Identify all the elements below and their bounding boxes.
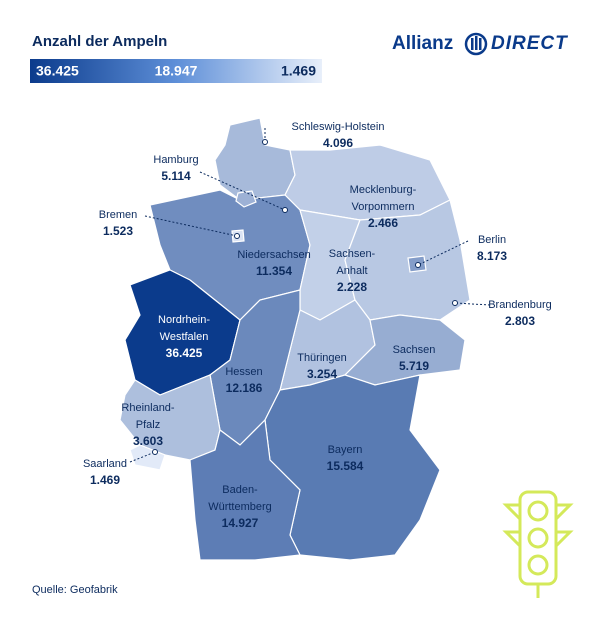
legend-label: 18.947 — [155, 63, 198, 79]
region-name: Hessen — [225, 366, 262, 378]
region-value: 1.523 — [103, 224, 133, 238]
leader-dot — [282, 207, 288, 213]
region — [189, 418, 301, 561]
region-name: Brandenburg — [488, 299, 552, 311]
leader-dot — [262, 139, 268, 145]
region-name: Württemberg — [208, 501, 272, 513]
region-name: Baden- — [222, 484, 258, 496]
region-name: Bayern — [328, 444, 363, 456]
region-name: Nordrhein- — [158, 314, 210, 326]
region-name: Sachsen — [393, 344, 436, 356]
region-name: Pfalz — [136, 419, 160, 431]
region-value: 1.469 — [90, 473, 120, 487]
region-name: Hamburg — [153, 154, 198, 166]
leader-line — [454, 302, 491, 306]
icon-part — [527, 554, 549, 576]
leader-dot — [452, 300, 458, 306]
icon-part — [527, 500, 549, 522]
icon-part — [518, 490, 558, 586]
region-name: Mecklenburg- — [350, 184, 417, 196]
region-name: Bremen — [99, 209, 138, 221]
logo-icon — [479, 38, 482, 50]
region-value: 2.228 — [337, 280, 367, 294]
region-value: 15.584 — [327, 459, 364, 473]
region-value: 2.466 — [368, 216, 398, 230]
region-name: Anhalt — [336, 265, 367, 277]
region-value: 5.114 — [161, 169, 191, 183]
logo-icon — [475, 36, 478, 50]
legend-label: 1.469 — [281, 63, 316, 79]
region-value: 8.173 — [477, 249, 507, 263]
region — [235, 190, 257, 208]
leader-dot — [152, 449, 158, 455]
legend-label: 36.425 — [36, 63, 79, 79]
logo-icon — [464, 32, 488, 56]
title: Anzahl der Ampeln — [32, 33, 167, 50]
leader-dot — [415, 262, 421, 268]
leader-line — [129, 451, 156, 463]
region-name: Niedersachsen — [237, 249, 310, 261]
region-name: Westfalen — [160, 331, 209, 343]
region-name: Thüringen — [297, 352, 347, 364]
logo-icon — [471, 38, 474, 50]
region-name: Vorpommern — [352, 201, 415, 213]
icon-part — [502, 503, 574, 598]
logo-brand: Allianz — [392, 33, 453, 54]
region-name: Berlin — [478, 234, 506, 246]
icon-part — [527, 527, 549, 549]
map: Schleswig-Holstein 4.096 Hamburg 5.114 Meckl… — [83, 117, 552, 561]
region-value: 3.603 — [133, 434, 163, 448]
region-value: 5.719 — [399, 359, 429, 373]
region-name: Sachsen- — [329, 248, 376, 260]
leader-line — [199, 171, 286, 211]
region-value: 14.927 — [222, 516, 259, 530]
region-name: Rheinland- — [121, 402, 175, 414]
leader-line — [417, 240, 469, 266]
region-value: 36.425 — [166, 346, 203, 360]
region — [343, 314, 466, 386]
region-value: 12.186 — [226, 381, 263, 395]
region-name: Schleswig-Holstein — [292, 121, 385, 133]
traffic-light-icon — [502, 490, 574, 598]
logo-product: DIRECT — [491, 33, 568, 54]
region — [214, 117, 296, 201]
region-name: Saarland — [83, 458, 127, 470]
legend-bar — [30, 59, 322, 83]
source: Quelle: Geofabrik — [32, 584, 118, 596]
leader-dot — [234, 233, 240, 239]
region-value: 4.096 — [323, 136, 353, 150]
region-value: 11.354 — [256, 264, 292, 278]
logo: Allianz DIRECT — [392, 32, 568, 56]
region-value: 2.803 — [505, 314, 535, 328]
region-value: 3.254 — [307, 367, 337, 381]
region — [129, 444, 166, 471]
